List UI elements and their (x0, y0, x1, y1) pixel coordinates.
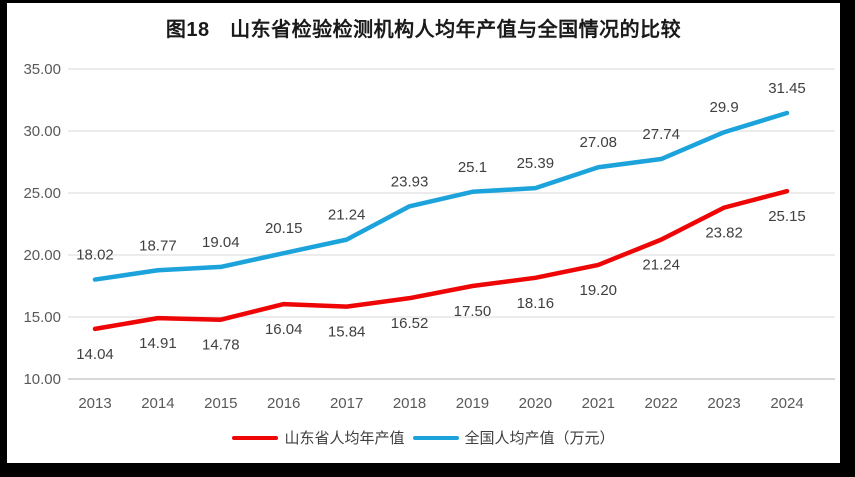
series-line-national (92, 110, 790, 282)
data-label-national: 23.93 (391, 173, 429, 190)
y-axis-tick-label: 10.00 (23, 371, 61, 388)
legend-item-national: 全国人均产值（万元） (412, 427, 615, 448)
data-label-shandong: 19.20 (579, 282, 617, 299)
chart-page: 图18 山东省检验检测机构人均年产值与全国情况的比较 35.00 30.00 25.… (7, 3, 840, 463)
data-label-national: 25.1 (458, 159, 487, 176)
series-line-shandong (92, 188, 790, 332)
data-label-national: 18.77 (139, 237, 177, 254)
y-axis-tick-label: 25.00 (23, 185, 61, 202)
data-label-shandong: 16.04 (265, 321, 303, 338)
data-label-shandong: 23.82 (705, 225, 743, 242)
x-axis-tick-label: 2015 (204, 395, 237, 412)
data-label-shandong: 17.50 (454, 303, 492, 320)
data-label-shandong: 18.16 (517, 295, 555, 312)
x-axis-tick-label: 2013 (78, 395, 111, 412)
data-label-national: 20.15 (265, 220, 303, 237)
data-label-national: 27.74 (642, 126, 680, 143)
data-label-national: 31.45 (768, 80, 806, 97)
data-label-shandong: 15.84 (328, 324, 366, 341)
data-label-national: 25.39 (517, 155, 555, 172)
x-axis-tick-label: 2016 (267, 395, 300, 412)
data-label-national: 29.9 (709, 99, 738, 116)
data-label-shandong: 14.78 (202, 337, 240, 354)
x-axis-tick-label: 2023 (707, 395, 740, 412)
legend-label-national: 全国人均产值（万元） (464, 430, 615, 447)
legend-item-shandong: 山东省人均年产值 (232, 427, 405, 448)
data-label-national: 21.24 (328, 207, 366, 224)
data-label-shandong: 14.04 (76, 346, 114, 363)
x-axis-tick-label: 2017 (330, 395, 363, 412)
chart-title: 图18 山东省检验检测机构人均年产值与全国情况的比较 (165, 19, 682, 41)
data-label-national: 18.02 (76, 247, 114, 264)
legend-line-swatch-red (232, 435, 279, 440)
x-axis-tick-label: 2014 (141, 395, 174, 412)
x-axis-tick-label: 2021 (582, 395, 615, 412)
y-axis-tick-label: 15.00 (23, 309, 61, 326)
x-axis-tick-label: 2020 (519, 395, 552, 412)
data-label-national: 19.04 (202, 234, 240, 251)
data-label-shandong: 16.52 (391, 315, 429, 332)
data-label-national: 27.08 (579, 134, 617, 151)
data-label-shandong: 25.15 (768, 208, 806, 225)
legend-label-shandong: 山东省人均年产值 (284, 430, 405, 447)
x-axis-tick-label: 2019 (456, 395, 489, 412)
chart-svg: 35.00 30.00 25.00 20.00 15.00 10.00 2013 2014 20… (23, 61, 835, 412)
x-axis-tick-label: 2024 (770, 395, 803, 412)
y-axis-tick-label: 35.00 (23, 61, 61, 78)
y-axis-tick-label: 20.00 (23, 247, 61, 264)
y-axis-tick-label: 30.00 (23, 123, 61, 140)
data-label-shandong: 21.24 (642, 257, 680, 274)
legend-line-swatch-blue (412, 435, 459, 440)
data-label-shandong: 14.91 (139, 335, 177, 352)
x-axis-tick-label: 2022 (644, 395, 677, 412)
legend: 山东省人均年产值 全国人均产值（万元） (7, 427, 840, 448)
x-axis-tick-label: 2018 (393, 395, 426, 412)
